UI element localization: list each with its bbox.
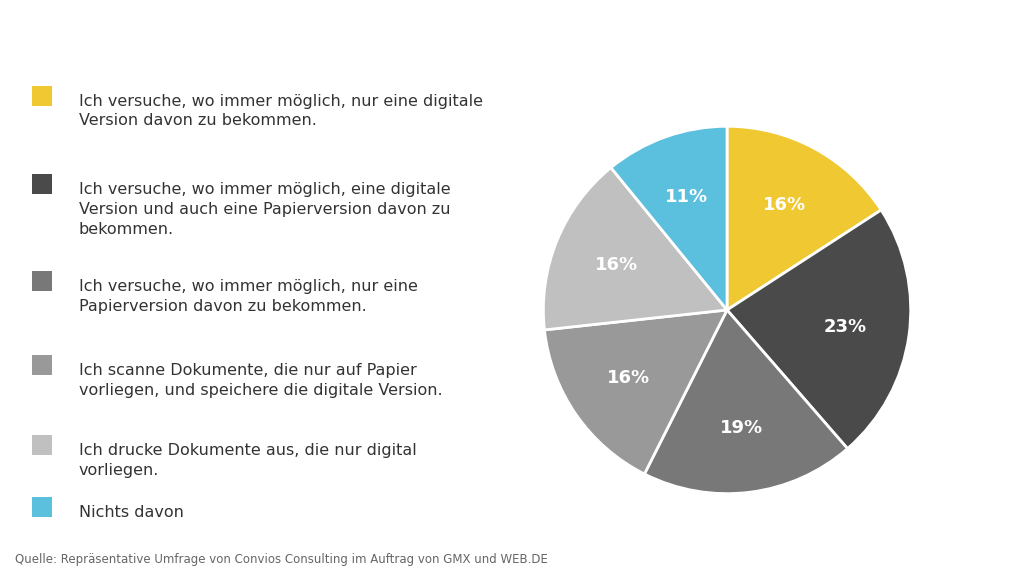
Wedge shape [727,126,881,310]
Text: Quelle: Repräsentative Umfrage von Convios Consulting im Auftrag von GMX und WEB: Quelle: Repräsentative Umfrage von Convi… [15,553,548,566]
Bar [32,355,52,375]
Text: Nichts davon: Nichts davon [79,505,183,519]
Text: 16%: 16% [763,196,806,214]
Text: 19%: 19% [720,420,764,437]
Wedge shape [727,210,910,449]
Wedge shape [644,310,848,494]
Text: 23%: 23% [823,317,867,336]
Text: Ich versuche, wo immer möglich, nur eine
Papierversion davon zu bekommen.: Ich versuche, wo immer möglich, nur eine… [79,279,418,314]
Text: 11%: 11% [666,188,709,207]
Text: Ich versuche, wo immer möglich, eine digitale
Version und auch eine Papierversio: Ich versuche, wo immer möglich, eine dig… [79,182,451,236]
Bar [32,272,52,291]
Text: Wie gehen Sie mit Dokumenten wie Rechnungen, Verträgen, Kündigungen, etc. um?: Wie gehen Sie mit Dokumenten wie Rechnun… [16,25,869,44]
Bar [32,497,52,517]
Text: 16%: 16% [607,369,650,387]
Bar [32,86,52,106]
Wedge shape [611,126,727,310]
Bar [32,435,52,455]
Text: Ich versuche, wo immer möglich, nur eine digitale
Version davon zu bekommen.: Ich versuche, wo immer möglich, nur eine… [79,94,483,129]
Wedge shape [544,168,727,330]
Text: Ich drucke Dokumente aus, die nur digital
vorliegen.: Ich drucke Dokumente aus, die nur digita… [79,443,417,478]
Text: 16%: 16% [595,255,638,274]
Text: Ich scanne Dokumente, die nur auf Papier
vorliegen, und speichere die digitale V: Ich scanne Dokumente, die nur auf Papier… [79,363,442,398]
Bar [32,174,52,194]
Wedge shape [545,310,727,474]
